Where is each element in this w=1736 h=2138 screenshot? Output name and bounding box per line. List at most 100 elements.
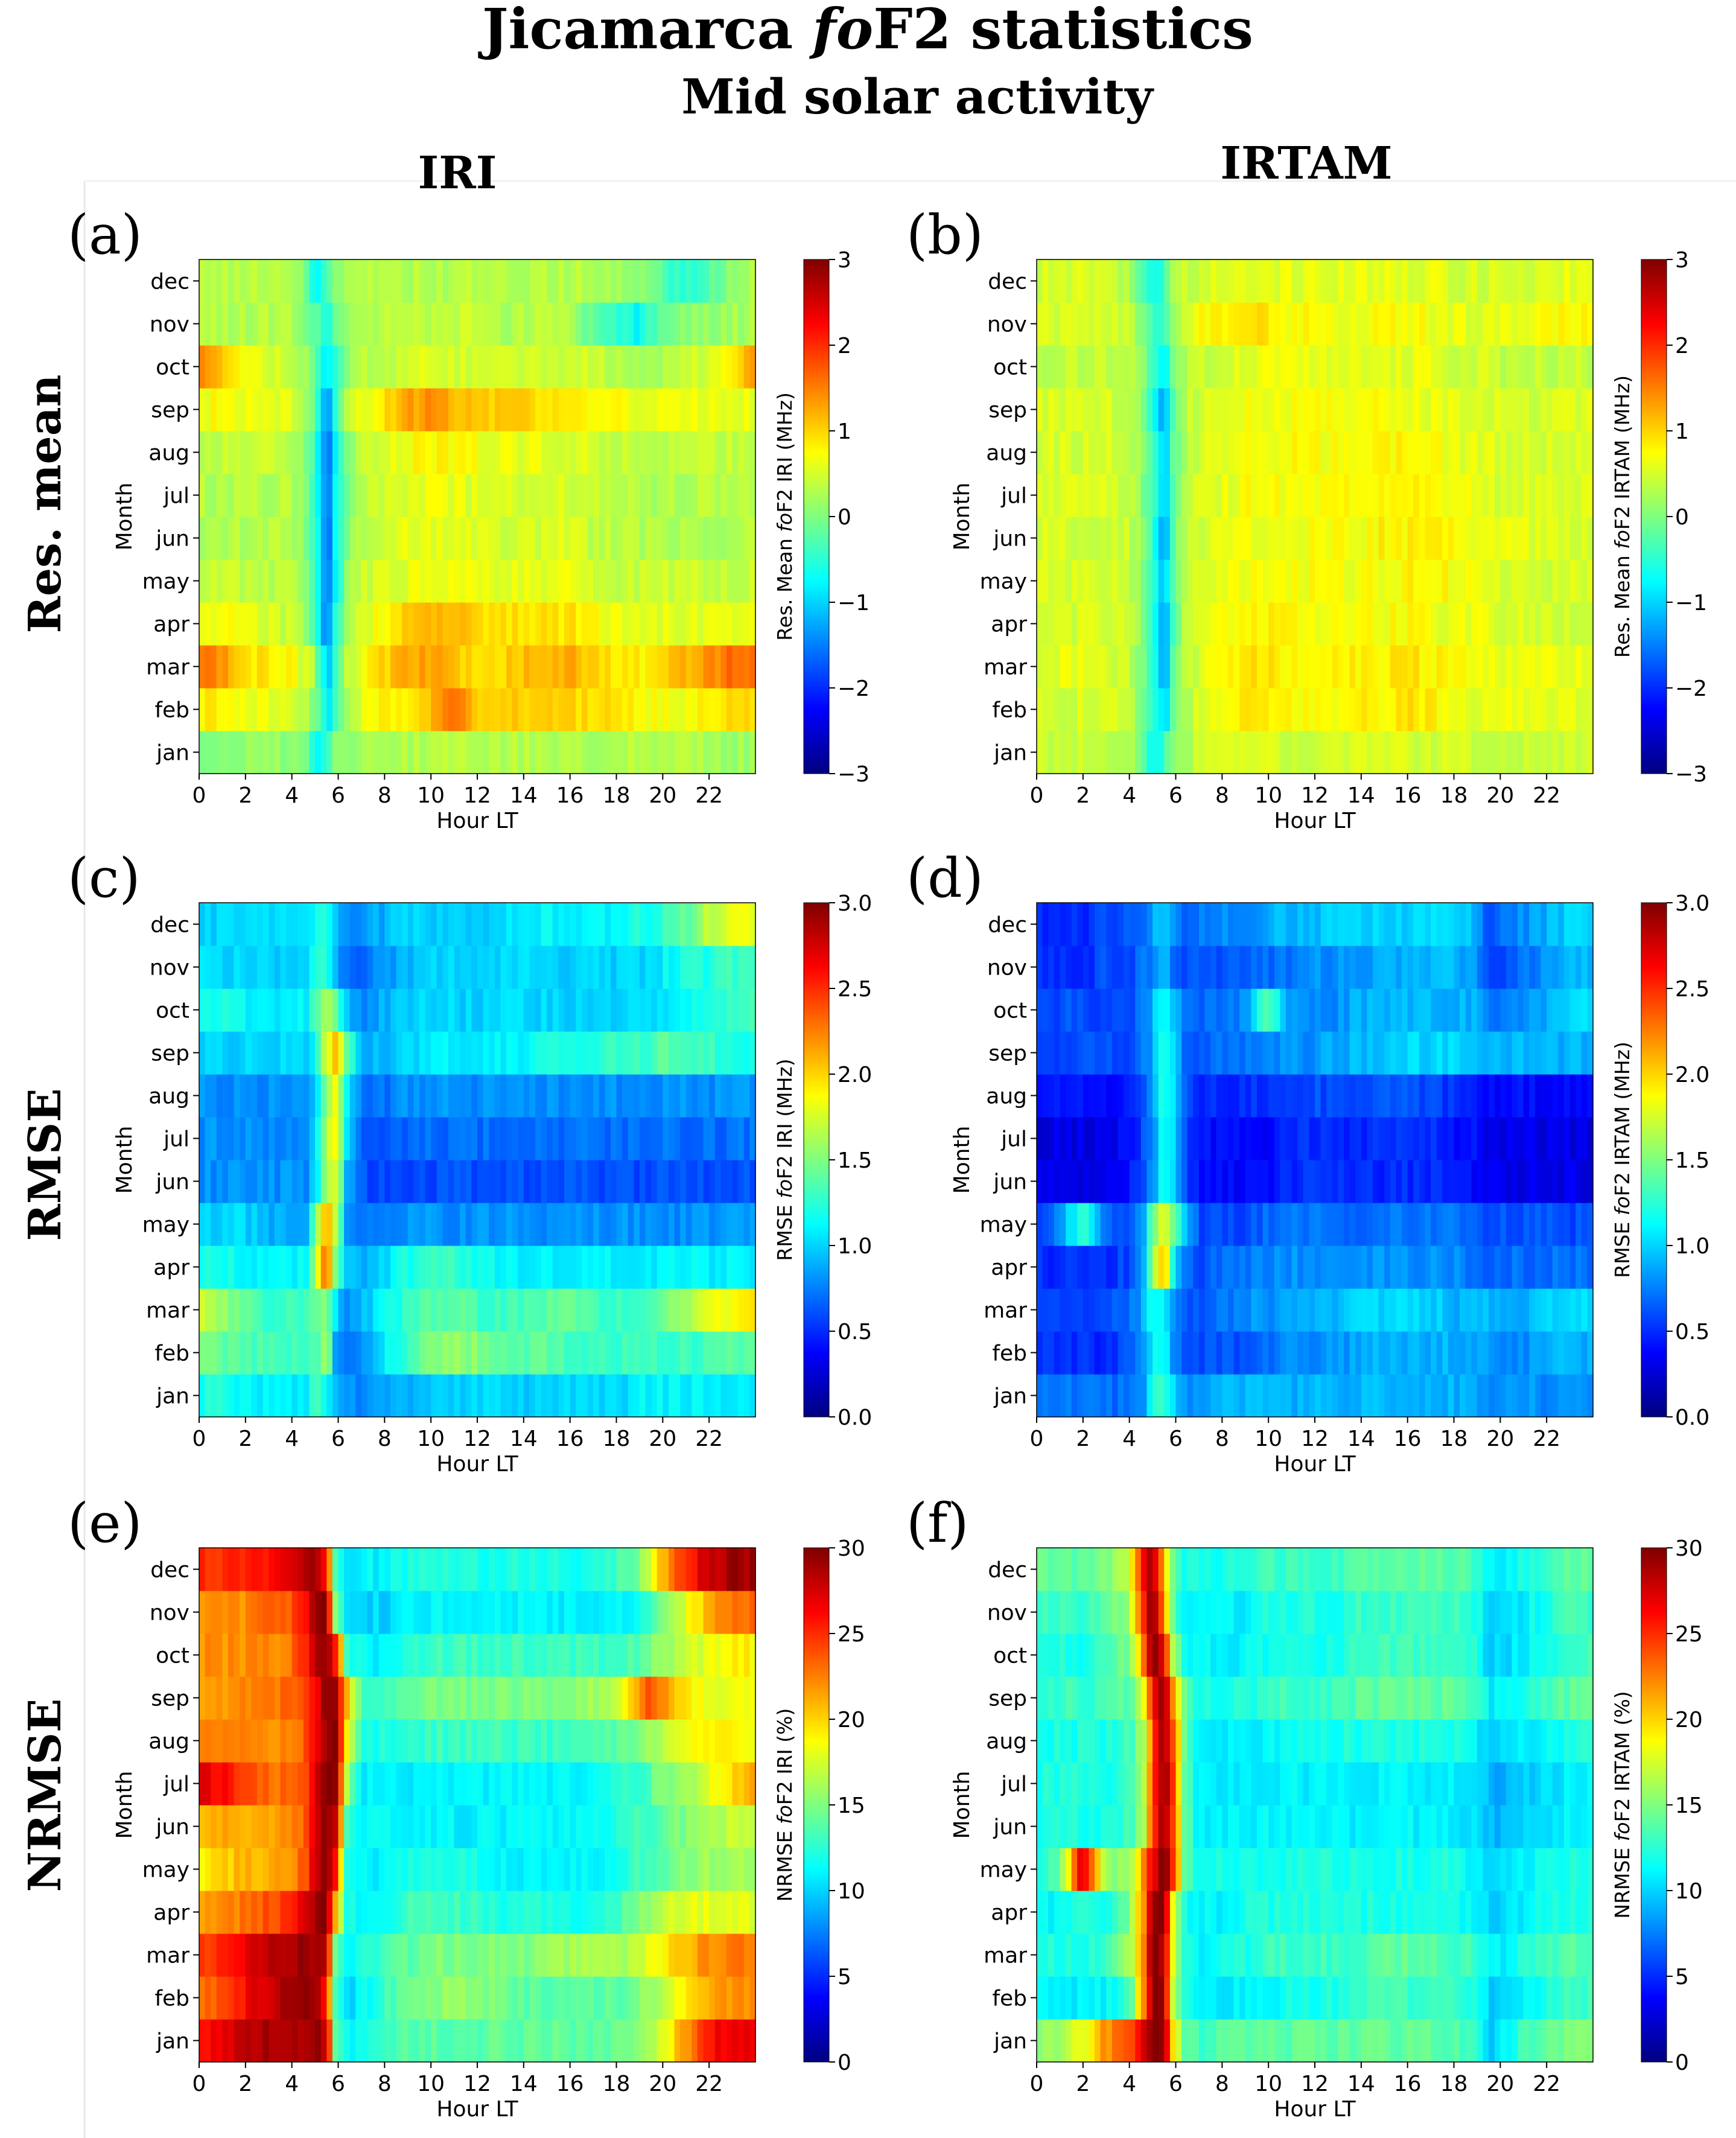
heatmap-cell xyxy=(274,688,281,731)
x-tick-label: 12 xyxy=(1301,1427,1329,1451)
heatmap-cell xyxy=(564,302,571,346)
heatmap-cell xyxy=(1274,688,1280,731)
heatmap-cell xyxy=(1471,1203,1478,1246)
heatmap-cell xyxy=(483,645,489,689)
heatmap-cell xyxy=(523,1160,530,1203)
heatmap-cell xyxy=(1216,345,1223,389)
heatmap-cell xyxy=(494,645,501,689)
heatmap-cell xyxy=(205,1374,211,1417)
heatmap-cell xyxy=(523,1288,530,1332)
heatmap-cell xyxy=(1233,1331,1240,1375)
heatmap-cell xyxy=(593,688,600,731)
heatmap-cell xyxy=(605,388,611,431)
heatmap-cell xyxy=(506,988,513,1032)
heatmap-cell xyxy=(668,946,675,989)
heatmap-cell xyxy=(1378,302,1385,346)
heatmap-cell xyxy=(1396,1374,1402,1417)
heatmap-cell xyxy=(471,2019,478,2063)
heatmap-cell xyxy=(1153,259,1159,303)
heatmap-cell xyxy=(1367,1117,1373,1160)
colorbar-label: Res. Mean foF2 IRTAM (MHz) xyxy=(1610,375,1634,658)
heatmap-cell xyxy=(680,903,687,946)
heatmap-cell xyxy=(228,1374,235,1417)
heatmap-cell xyxy=(599,1374,605,1417)
heatmap-cell xyxy=(1187,1374,1194,1417)
heatmap-cell xyxy=(576,1288,582,1332)
heatmap-cell xyxy=(1048,431,1055,474)
heatmap-cell xyxy=(465,388,472,431)
heatmap-cell xyxy=(541,474,547,517)
heatmap-cell xyxy=(1153,345,1159,389)
heatmap-cell xyxy=(1100,1203,1107,1246)
heatmap-cell xyxy=(1367,474,1373,517)
heatmap-cell xyxy=(1367,731,1373,774)
heatmap-cell xyxy=(1169,688,1177,731)
heatmap-cell xyxy=(709,946,716,989)
heatmap-cell xyxy=(1413,1117,1420,1160)
heatmap-cell xyxy=(402,946,409,989)
heatmap-cell xyxy=(1378,946,1385,989)
heatmap-cell xyxy=(349,1160,356,1203)
heatmap-cell xyxy=(564,1374,571,1417)
heatmap-cell xyxy=(552,1288,559,1332)
heatmap-cell xyxy=(709,1074,716,1118)
heatmap-cell xyxy=(1425,731,1431,774)
heatmap-cell xyxy=(1505,946,1513,989)
heatmap-cell xyxy=(1100,388,1107,431)
heatmap-cell xyxy=(552,517,559,560)
heatmap-cell xyxy=(1210,1117,1217,1160)
heatmap-cell xyxy=(500,388,507,431)
heatmap-cell xyxy=(1413,1074,1420,1118)
heatmap-cell xyxy=(738,988,745,1032)
heatmap-cell xyxy=(1315,602,1321,646)
heatmap-cell xyxy=(663,1246,669,1289)
heatmap-cell xyxy=(1483,474,1489,517)
heatmap-cell xyxy=(419,431,426,474)
heatmap-cell xyxy=(749,988,756,1032)
heatmap-cell xyxy=(1518,302,1524,346)
heatmap-cell xyxy=(680,302,687,346)
heatmap-cell xyxy=(1320,388,1327,431)
heatmap-cell xyxy=(1222,1160,1229,1203)
heatmap-cell xyxy=(1095,602,1101,646)
heatmap-cell xyxy=(373,302,380,346)
heatmap-cell xyxy=(245,517,252,560)
heatmap-cell xyxy=(442,946,449,989)
heatmap-cell xyxy=(1054,302,1061,346)
heatmap-cell xyxy=(471,559,478,603)
heatmap-cell xyxy=(743,688,750,731)
heatmap-cell xyxy=(1367,388,1373,431)
heatmap-cell xyxy=(692,731,698,774)
heatmap-cell xyxy=(483,1160,489,1203)
heatmap-cell xyxy=(454,903,460,946)
heatmap-cell xyxy=(1320,1031,1327,1075)
heatmap-cell xyxy=(599,1203,605,1246)
heatmap-cell xyxy=(465,645,472,689)
heatmap-cell xyxy=(1216,1288,1223,1332)
heatmap-cell xyxy=(1111,388,1119,431)
heatmap-cell xyxy=(657,1331,663,1375)
heatmap-cell xyxy=(483,1246,489,1289)
heatmap-cell xyxy=(709,988,716,1032)
heatmap-cell xyxy=(1245,903,1251,946)
heatmap-cell xyxy=(576,517,582,560)
heatmap-cell xyxy=(1268,1074,1275,1118)
heatmap-cell xyxy=(599,645,605,689)
heatmap-cell xyxy=(1193,1331,1200,1375)
heatmap-cell xyxy=(605,903,611,946)
heatmap-cell xyxy=(709,903,716,946)
heatmap-cell xyxy=(211,259,217,303)
heatmap-cell xyxy=(639,903,646,946)
heatmap-cell xyxy=(454,988,460,1032)
heatmap-cell xyxy=(674,1331,681,1375)
heatmap-cell xyxy=(1569,1246,1576,1289)
heatmap-cell xyxy=(1378,645,1385,689)
heatmap-cell xyxy=(663,345,669,389)
heatmap-cell xyxy=(1523,388,1530,431)
heatmap-cell xyxy=(199,388,206,431)
heatmap-cell xyxy=(1222,1117,1229,1160)
heatmap-cell xyxy=(743,2019,750,2063)
heatmap-cell xyxy=(1413,1246,1420,1289)
heatmap-cell xyxy=(1563,1331,1571,1375)
heatmap-cell xyxy=(738,345,745,389)
